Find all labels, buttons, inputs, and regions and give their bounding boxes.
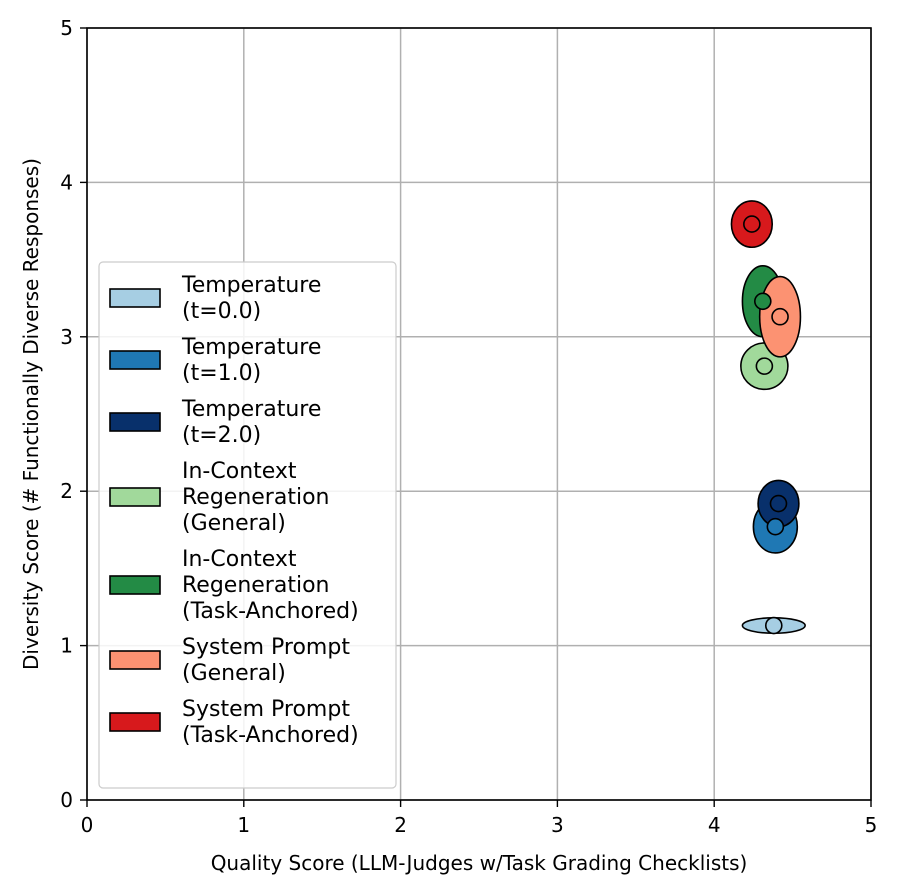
legend-label-temperature-t-2-0: (t=2.0) [182,423,261,448]
x-tick-label: 5 [865,813,878,837]
legend-box [98,261,397,789]
y-tick-label: 1 [60,634,73,658]
legend-swatch-in-context-regeneration-task-anchored [109,575,161,595]
legend-swatch-temperature-t-0-0 [109,288,161,308]
legend: Temperature(t=0.0)Temperature(t=1.0)Temp… [98,261,397,789]
x-tick-label: 1 [237,813,250,837]
legend-label-in-context-regeneration-task-anchored: (Task-Anchored) [182,599,359,624]
legend-label-system-prompt-general: (General) [182,661,286,686]
legend-label-system-prompt-general: System Prompt [182,635,350,660]
x-axis-label: Quality Score (LLM-Judges w/Task Grading… [211,851,748,875]
tick-layer: 0 1 2 3 4 5 0 1 2 3 4 5 [60,16,877,837]
point-temperature-t-2-0 [769,494,788,513]
legend-label-temperature-t-1-0: (t=1.0) [182,361,261,386]
legend-label-temperature-t-1-0: Temperature [181,335,321,360]
legend-label-system-prompt-task-anchored: (Task-Anchored) [182,723,359,748]
legend-swatch-system-prompt-task-anchored [109,712,161,732]
point-system-prompt-task-anchored [743,215,761,233]
x-tick-label: 4 [708,813,721,837]
point-temperature-t-1-0 [766,517,785,536]
plot-frame [86,27,872,801]
legend-label-system-prompt-task-anchored: System Prompt [182,697,350,722]
legend-label-in-context-regeneration-task-anchored: Regeneration [182,573,329,598]
y-tick-label: 4 [60,170,73,194]
point-temperature-t-0-0 [764,616,783,635]
y-tick-label: 3 [60,325,73,349]
legend-swatch-in-context-regeneration-general [109,487,161,507]
legend-label-temperature-t-0-0: Temperature [181,273,321,298]
y-tick-label: 2 [60,479,73,503]
legend-label-in-context-regeneration-general: Regeneration [182,485,329,510]
y-tick-label: 0 [60,788,73,812]
point-system-prompt-general [771,307,789,326]
legend-swatch-temperature-t-1-0 [109,350,161,370]
y-axis-label: Diversity Score (# Functionally Diverse … [19,158,43,670]
point-layer [743,215,789,635]
legend-label-temperature-t-2-0: Temperature [181,397,321,422]
ellipse-layer [730,200,806,635]
legend-label-in-context-regeneration-general: (General) [182,511,286,536]
y-tick-label: 5 [60,16,73,40]
point-in-context-regeneration-task-anchored [754,292,772,311]
legend-swatch-system-prompt-general [109,650,161,670]
x-tick-label: 3 [551,813,564,837]
legend-label-temperature-t-0-0: (t=0.0) [182,299,261,324]
x-tick-label: 0 [81,813,94,837]
point-in-context-regeneration-general [755,357,774,375]
legend-label-in-context-regeneration-general: In-Context [182,459,297,484]
x-tick-label: 2 [394,813,407,837]
legend-swatch-temperature-t-2-0 [109,412,161,432]
legend-label-in-context-regeneration-task-anchored: In-Context [182,547,297,572]
